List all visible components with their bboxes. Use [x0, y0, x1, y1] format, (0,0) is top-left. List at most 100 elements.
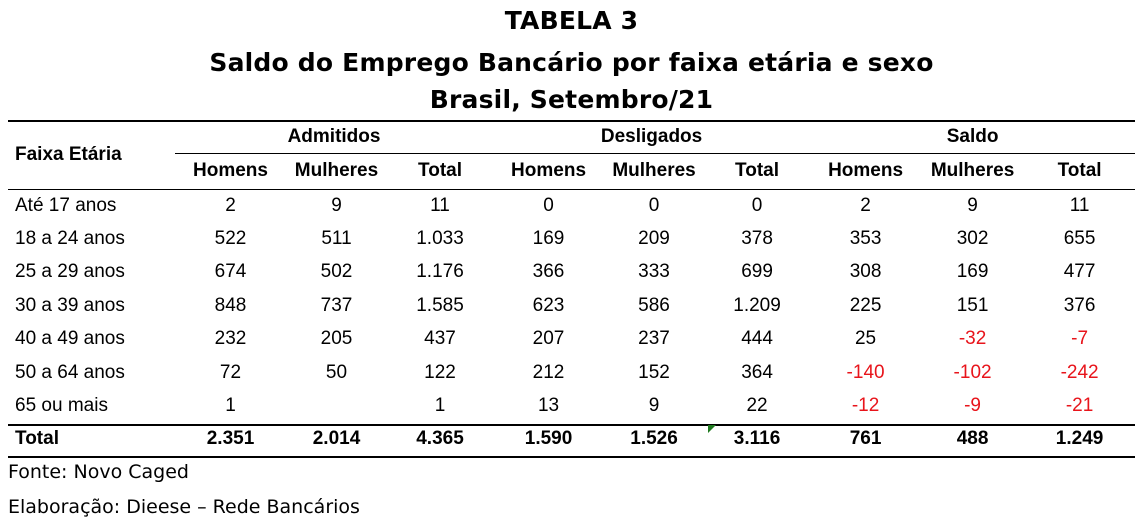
table-cell: 11	[1069, 194, 1090, 216]
table-cell: 232	[214, 328, 247, 350]
cell-marker-icon	[708, 425, 716, 433]
table-row: 30 a 39 anos 848 737 1.585 623 586 1.209 225 151…	[8, 289, 1135, 322]
table-cell: 333	[638, 261, 670, 283]
table-cell: 151	[956, 294, 989, 316]
total-cell: 1.249	[1055, 427, 1104, 449]
table-cell: 169	[532, 228, 565, 250]
table-row: 65 ou mais 1 1 13 9 22 -12 -9 -21	[8, 389, 1135, 422]
table-cell: -242	[1060, 361, 1099, 383]
table-cell: 0	[543, 194, 554, 216]
table-cell: 25	[854, 328, 877, 350]
total-row: Total 2.351 2.014 4.365 1.590 1.526 3.116 761 4…	[8, 423, 1135, 455]
table-cell: 50	[325, 361, 348, 383]
source-note: Fonte: Novo Caged	[8, 461, 189, 483]
table-cell: 9	[967, 194, 978, 216]
table-cell: 586	[638, 294, 670, 316]
total-label: Total	[15, 427, 59, 449]
table-cell: 437	[424, 328, 456, 350]
table-row: 50 a 64 anos 72 50 122 212 152 364 -140 -102 -242	[8, 356, 1135, 389]
total-cell: 4.365	[416, 427, 464, 449]
column-header: Homens	[828, 160, 904, 181]
table-cell: -102	[953, 361, 992, 383]
column-header: Total	[418, 160, 462, 181]
total-cell: 3.116	[733, 427, 781, 449]
table-cell: 848	[214, 294, 247, 316]
table-row: 25 a 29 anos 674 502 1.176 366 333 699 308 169 47…	[8, 256, 1135, 289]
table-cell: 1.176	[416, 261, 464, 283]
row-label: 18 a 24 anos	[15, 228, 125, 250]
table-cell: -12	[851, 395, 880, 417]
column-header: Mulheres	[612, 160, 696, 181]
table-cell: 655	[1063, 228, 1096, 250]
header-group-row: Faixa Etária Admitidos Desligados Saldo	[8, 121, 1135, 165]
table-cell: -7	[1071, 328, 1089, 350]
table-cell: 169	[956, 261, 989, 283]
row-label: 25 a 29 anos	[15, 261, 125, 283]
table-row: 18 a 24 anos 522 511 1.033 169 209 378 353 302 65…	[8, 222, 1135, 255]
column-header: Total	[735, 160, 780, 181]
author-note: Elaboração: Dieese – Rede Bancários	[8, 496, 360, 518]
table-cell: 1	[434, 395, 446, 417]
table-cell: 152	[638, 361, 670, 383]
employment-table: Faixa Etária Admitidos Desligados Saldo …	[8, 121, 1135, 455]
table-cell: 444	[741, 328, 773, 350]
table-cell: 502	[320, 261, 353, 283]
table-cell: 9	[648, 395, 660, 417]
row-label: Até 17 anos	[15, 194, 117, 216]
group-header-desligados: Desligados	[600, 126, 703, 147]
table-row: Até 17 anos 2 9 11 0 0 0 2 9 11	[8, 189, 1135, 222]
row-label: 30 a 39 anos	[15, 294, 125, 316]
table-cell: 737	[320, 294, 353, 316]
table-cell: 0	[751, 194, 763, 216]
table-cell: 122	[424, 361, 456, 383]
table-cell: -9	[964, 395, 982, 417]
total-cell: 2.014	[312, 427, 361, 449]
table-body: Até 17 anos 2 9 11 0 0 0 2 9 11 18 a 24 anos 522 511…	[8, 189, 1135, 423]
table-cell: 1.209	[733, 294, 781, 316]
table-cell: 1.033	[416, 228, 464, 250]
table-subtitle: Brasil, Setembro/21	[429, 85, 714, 114]
group-header-admitidos: Admitidos	[287, 126, 381, 147]
table-title: Saldo do Emprego Bancário por faixa etár…	[209, 48, 934, 77]
column-header: Mulheres	[294, 160, 379, 181]
table-cell: 11	[430, 194, 450, 216]
group-rule	[175, 153, 1135, 154]
group-header-saldo: Saldo	[946, 126, 999, 147]
table-cell: 13	[537, 395, 560, 417]
table-cell: 0	[648, 194, 660, 216]
column-header: Homens	[193, 160, 268, 181]
table-cell: 205	[320, 328, 353, 350]
column-header: Total	[1057, 160, 1102, 181]
table-cell	[286, 389, 387, 422]
table-cell: 623	[532, 294, 565, 316]
table-cell: -21	[1065, 395, 1094, 417]
table-cell: 225	[849, 294, 882, 316]
table-cell: -32	[958, 328, 987, 350]
table-row: 40 a 49 anos 232 205 437 207 237 444 25 -32 -7	[8, 323, 1135, 356]
table-cell: 376	[1063, 294, 1096, 316]
table-cell: 207	[532, 328, 565, 350]
column-header: Homens	[511, 160, 587, 181]
table-cell: 308	[849, 261, 882, 283]
table-cell: 1	[225, 395, 236, 417]
row-label-header: Faixa Etária	[15, 144, 122, 165]
row-label: 40 a 49 anos	[15, 328, 125, 350]
table-cell: 1.585	[416, 294, 464, 316]
total-cell: 2.351	[206, 427, 255, 449]
top-rule	[8, 120, 1135, 122]
table-cell: 2	[225, 194, 236, 216]
table-cell: 9	[331, 194, 342, 216]
bottom-rule	[8, 456, 1135, 458]
table-cell: 209	[638, 228, 670, 250]
total-cell: 761	[849, 427, 882, 449]
column-header: Mulheres	[930, 160, 1015, 181]
header-bottom-rule	[8, 189, 1135, 190]
table-cell: 674	[214, 261, 247, 283]
header-subcolumn-row: Homens Mulheres Total Homens Mulheres To…	[8, 153, 1135, 189]
table-cell: 511	[321, 228, 352, 250]
table-cell: 72	[219, 361, 242, 383]
total-cell: 1.590	[524, 427, 573, 449]
table-cell: 212	[532, 361, 565, 383]
table-cell: 364	[741, 361, 773, 383]
table-cell: 302	[956, 228, 989, 250]
